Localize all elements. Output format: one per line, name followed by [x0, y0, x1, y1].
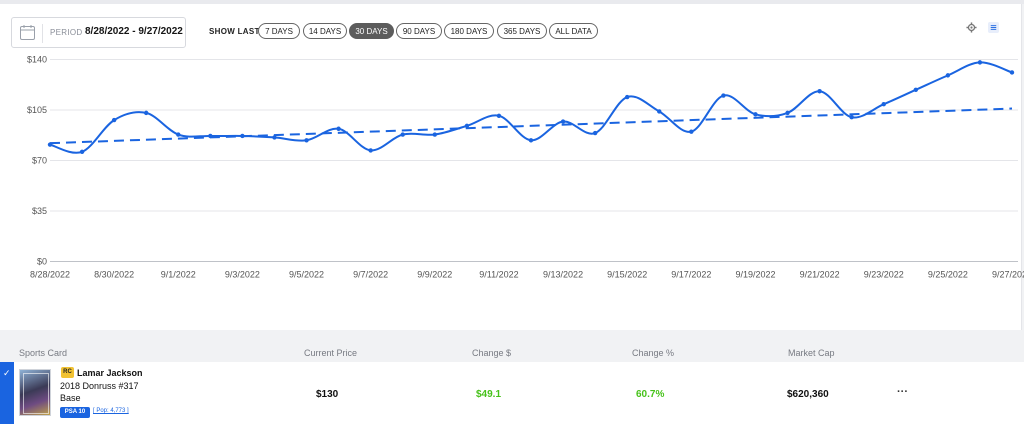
data-point — [592, 130, 598, 136]
x-tick-label: 9/17/2022 — [671, 270, 711, 280]
x-tick-label: 9/11/2022 — [479, 270, 518, 280]
data-point — [625, 94, 630, 100]
data-point — [753, 112, 758, 117]
x-tick-label: 9/19/2022 — [735, 270, 775, 280]
range-365-days-button[interactable]: 365 DAYS — [497, 23, 547, 39]
x-tick-label: 9/15/2022 — [607, 270, 647, 280]
data-point — [785, 110, 790, 116]
data-point — [400, 132, 405, 137]
col-current-price: Current Price — [304, 348, 358, 358]
data-point — [111, 117, 117, 123]
col-change-usd: Change $ — [472, 348, 512, 358]
col-market-cap: Market Cap — [788, 348, 835, 358]
data-point — [913, 87, 918, 93]
data-point — [79, 149, 85, 155]
data-point — [721, 93, 726, 98]
population-link[interactable]: [ Pop: 4,773 ] — [93, 408, 129, 414]
x-tick-label: 9/21/2022 — [800, 270, 840, 280]
x-tick-label: 9/27/2022 — [992, 270, 1024, 280]
data-point — [657, 109, 662, 114]
x-tick-label: 9/25/2022 — [928, 270, 968, 280]
data-point — [240, 133, 245, 139]
change-pct: 60.7% — [636, 389, 665, 400]
period-label: PERIOD — [50, 28, 83, 37]
card-variant: Base — [60, 393, 81, 403]
x-tick-label: 8/28/2022 — [30, 270, 70, 280]
data-point — [849, 115, 854, 120]
period-value[interactable]: 8/28/2022 - 9/27/2022 — [85, 26, 183, 37]
y-tick-label: $140 — [27, 55, 47, 65]
data-point — [208, 133, 213, 139]
period-picker[interactable]: PERIOD 8/28/2022 - 9/27/2022 — [11, 17, 186, 48]
x-tick-label: 9/7/2022 — [353, 270, 388, 280]
check-icon: ✓ — [3, 368, 11, 378]
change-usd: $49.1 — [476, 389, 502, 400]
data-point — [144, 110, 149, 116]
more-actions-button[interactable]: ··· — [897, 386, 908, 398]
range-30-days-button[interactable]: 30 DAYS — [349, 23, 394, 39]
data-point — [689, 129, 694, 134]
x-tick-label: 9/23/2022 — [864, 270, 904, 280]
x-tick-label: 9/1/2022 — [161, 270, 196, 280]
y-tick-label: $0 — [37, 257, 47, 267]
range-14-days-button[interactable]: 14 DAYS — [303, 23, 347, 39]
range-180-days-button[interactable]: 180 DAYS — [444, 23, 494, 39]
data-point — [945, 73, 951, 78]
price-chart: $140 $105 $70 $35 $0 8/28/2022 8/30/2022 9/1/20… — [27, 55, 1024, 280]
data-point — [528, 138, 534, 143]
data-point — [47, 142, 53, 147]
data-point — [272, 135, 277, 140]
rookie-badge: RC — [61, 367, 74, 378]
y-tick-label: $70 — [32, 156, 47, 166]
data-point — [304, 138, 309, 143]
market-cap: $620,360 — [787, 389, 829, 400]
data-point — [368, 148, 373, 153]
gear-icon[interactable] — [966, 22, 977, 33]
data-point — [464, 123, 470, 129]
data-point — [432, 132, 437, 137]
x-tick-label: 9/5/2022 — [289, 270, 324, 280]
x-tick-label: 8/30/2022 — [94, 270, 134, 280]
show-last-label: SHOW LAST — [209, 27, 260, 36]
data-point — [560, 119, 566, 124]
table-header: Sports Card Current Price Change $ Chang… — [0, 344, 1024, 362]
x-tick-label: 9/3/2022 — [225, 270, 260, 280]
data-point — [496, 113, 502, 118]
calendar-icon — [20, 25, 35, 40]
row-selected-marker[interactable]: ✓ — [0, 362, 14, 424]
card-thumbnail[interactable] — [19, 369, 51, 416]
data-point — [1009, 70, 1015, 75]
divider — [42, 24, 43, 43]
range-90-days-button[interactable]: 90 DAYS — [396, 23, 442, 39]
range-all-data-button[interactable]: ALL DATA — [549, 23, 598, 39]
top-strip — [0, 0, 1024, 4]
table-row[interactable]: ✓ RC Lamar Jackson 2018 Donruss #317 Bas… — [0, 362, 1024, 424]
card-set: 2018 Donruss #317 — [60, 381, 139, 391]
current-price: $130 — [316, 389, 339, 400]
data-point — [817, 89, 822, 94]
card-thumbnail-frame — [23, 373, 49, 414]
list-icon[interactable] — [988, 22, 999, 33]
x-tick-label: 9/9/2022 — [417, 270, 452, 280]
chart-panel: PERIOD 8/28/2022 - 9/27/2022 SHOW LAST 7… — [0, 4, 1022, 330]
y-tick-label: $105 — [27, 105, 47, 115]
col-sports-card: Sports Card — [19, 348, 68, 358]
x-tick-label: 9/13/2022 — [543, 270, 583, 280]
data-point — [881, 102, 886, 107]
card-player-name[interactable]: Lamar Jackson — [77, 368, 143, 378]
range-7-days-button[interactable]: 7 DAYS — [258, 23, 300, 39]
data-point — [977, 60, 983, 65]
col-change-pct: Change % — [632, 348, 675, 358]
y-tick-label: $35 — [32, 206, 47, 216]
data-point — [336, 126, 341, 131]
data-point — [176, 132, 181, 137]
grade-badge: PSA 10 — [60, 407, 90, 418]
